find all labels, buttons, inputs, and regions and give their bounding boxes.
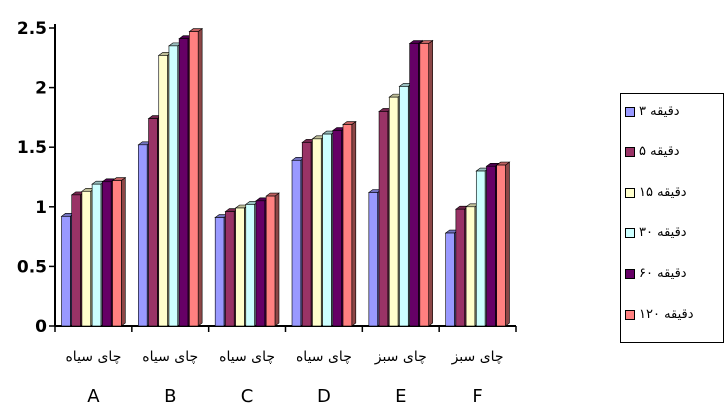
x-category-label: E	[395, 386, 406, 407]
x-category-sublabel: چای سیاه	[142, 349, 198, 365]
legend-item: دقیقه ۳	[625, 104, 680, 119]
y-tick-label: 0	[35, 317, 47, 337]
bar	[332, 130, 342, 327]
legend-swatch	[625, 227, 635, 238]
bar	[342, 124, 353, 327]
x-category-label: C	[241, 386, 254, 407]
bar	[189, 31, 199, 327]
bar	[148, 118, 158, 327]
legend-swatch	[625, 268, 635, 279]
y-tick-label: 2	[35, 79, 47, 99]
bar	[388, 96, 399, 327]
bar	[445, 232, 455, 327]
bar	[265, 195, 276, 327]
legend-swatch	[625, 187, 635, 198]
x-category-label: B	[164, 386, 176, 407]
bar	[91, 183, 102, 327]
y-tick-label: 1.5	[17, 138, 47, 158]
y-tick-label: 1	[35, 198, 47, 218]
bar	[168, 45, 179, 327]
bar-side	[351, 120, 357, 327]
x-category-sublabel: چای سبز	[451, 349, 504, 365]
bar	[291, 160, 302, 327]
bar-side	[197, 27, 203, 327]
bar	[61, 216, 71, 327]
bar	[225, 211, 235, 327]
bar-side	[505, 161, 510, 327]
x-category-sublabel: چای سبز	[374, 349, 427, 365]
bar	[465, 206, 476, 327]
x-category-sublabel: چای سیاه	[296, 349, 352, 365]
legend-item: دقیقه ۱۲۰	[625, 307, 694, 322]
x-category-sublabel: چای سیاه	[219, 349, 275, 365]
bar	[419, 43, 429, 327]
y-tick-label: 0.5	[17, 257, 47, 277]
x-category-label: F	[472, 386, 482, 407]
bar	[496, 164, 506, 327]
legend-swatch	[625, 309, 635, 320]
legend-swatch	[625, 106, 635, 117]
bar-chart: 0 0.5 1 1.5 2 2.5 چای سیاه A چای سیاه B چای سیاه C چ…	[17, 19, 517, 407]
legend-label: دقیقه ۳۰	[639, 225, 687, 240]
bar	[255, 200, 266, 327]
bar-side	[274, 192, 280, 327]
bar	[71, 194, 81, 327]
bar	[158, 55, 168, 327]
bar-side	[121, 176, 126, 327]
bar	[399, 86, 409, 327]
legend-item: دقیقه ۵	[625, 144, 680, 159]
bar	[455, 208, 465, 327]
bar	[81, 191, 92, 327]
legend-label: دقیقه ۳	[639, 104, 680, 119]
bar	[475, 170, 486, 327]
x-category-label: D	[317, 386, 331, 407]
bar	[322, 133, 332, 327]
y-tick-label: 2.5	[17, 19, 47, 39]
legend-label: دقیقه ۱۲۰	[639, 307, 694, 322]
x-category-label: A	[87, 386, 100, 407]
bar-side	[428, 39, 433, 327]
legend-swatch	[625, 146, 635, 157]
bar	[235, 207, 245, 327]
bar	[368, 192, 378, 327]
bar	[178, 38, 189, 327]
legend-label: دقیقه ۱۵	[639, 185, 687, 200]
bar	[312, 138, 322, 327]
legend-item: دقیقه ۶۰	[625, 266, 687, 281]
legend-label: دقیقه ۵	[639, 144, 680, 159]
bar	[102, 181, 112, 327]
bar	[138, 144, 148, 327]
bar	[301, 142, 312, 327]
bar	[378, 111, 389, 327]
bar	[409, 43, 419, 327]
bar	[245, 204, 255, 327]
legend-label: دقیقه ۶۰	[639, 266, 687, 281]
x-category-sublabel: چای سیاه	[65, 349, 121, 365]
bar	[214, 217, 225, 327]
bar	[486, 165, 496, 327]
bar	[112, 180, 122, 327]
legend-item: دقیقه ۱۵	[625, 185, 687, 200]
legend: دقیقه ۳ دقیقه ۵ دقیقه ۱۵ دقیقه ۳۰ دقیقه …	[620, 93, 724, 343]
legend-item: دقیقه ۳۰	[625, 225, 687, 240]
